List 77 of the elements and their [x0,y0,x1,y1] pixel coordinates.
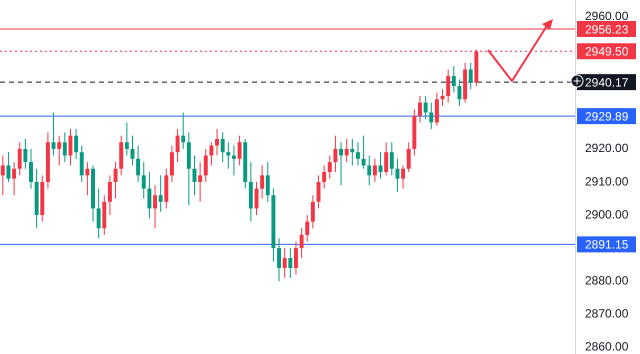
candlestick [350,138,354,166]
candlestick [468,62,473,90]
candlestick [147,172,152,219]
candlestick [305,214,310,242]
ref-line-label: 2940.17 [585,75,629,90]
candlestick [12,162,16,196]
candlestick [401,164,406,190]
candlestick [316,174,320,209]
candlestick [277,238,282,282]
y-tick-label: 2880.00 [585,274,629,288]
candlestick [108,174,112,216]
y-tick-label: 2960.00 [585,8,629,23]
candlestick [300,228,304,259]
candlestick [198,162,202,202]
candlestick [209,142,214,166]
ref-line-label: 2956.23 [585,22,629,36]
candlestick [406,142,411,173]
candlestick [254,181,258,216]
candlestick [57,135,62,166]
candlestick [68,128,72,166]
candlestick [356,142,360,166]
candlestick [452,66,456,94]
candlestick [181,112,186,150]
candlestick [457,78,462,106]
candlestick [333,135,338,173]
candlestick [52,112,56,156]
candlestick [170,145,174,182]
candlestick [153,184,157,229]
candlestick [322,164,326,190]
candlestick [130,135,134,166]
candlestick [434,92,439,126]
candlestick [282,248,287,278]
y-tick-label: 2920.00 [585,141,629,156]
candlestick [390,142,394,176]
candlestick [339,142,344,186]
candlestick [96,188,101,239]
candlestick [215,128,220,156]
candlestick [384,142,388,176]
candlestick [310,194,315,229]
candlestick [395,158,400,192]
candlestick [424,95,428,120]
candlestick [378,152,382,180]
candlestick [74,128,78,160]
ref-line-label: 2929.89 [585,109,629,124]
candlestick [23,138,28,170]
candlestick [440,88,444,106]
y-tick-label: 2870.00 [585,306,629,321]
candlestick [85,162,90,196]
candlestick [344,138,349,163]
candlestick [192,154,196,196]
candlestick [6,152,10,182]
candlestick [0,154,5,196]
candlestick [288,248,292,278]
candlestick [62,132,67,163]
y-tick-label: 2860.00 [585,340,629,354]
ref-line-label: 2949.50 [585,44,629,59]
candlestick [114,162,118,200]
candlestick [328,154,332,180]
candlestick [226,142,230,170]
candlestick [362,135,366,170]
candlestick [418,95,422,123]
candlestick [176,128,180,163]
y-tick-label: 2900.00 [585,207,629,222]
candlestick [29,148,33,190]
candlestick [238,135,242,166]
candlestick [260,164,264,200]
ref-line-label: 2891.15 [585,238,629,252]
candlestick [446,68,450,104]
candlestick [232,145,236,176]
candlestick [294,241,298,276]
y-tick-label: 2910.00 [585,174,629,188]
candlestick [372,158,377,182]
candlestick [124,122,129,156]
candlestick [136,145,140,182]
candlestick [158,174,163,212]
candlestick [80,145,84,182]
candlestick [220,132,225,163]
